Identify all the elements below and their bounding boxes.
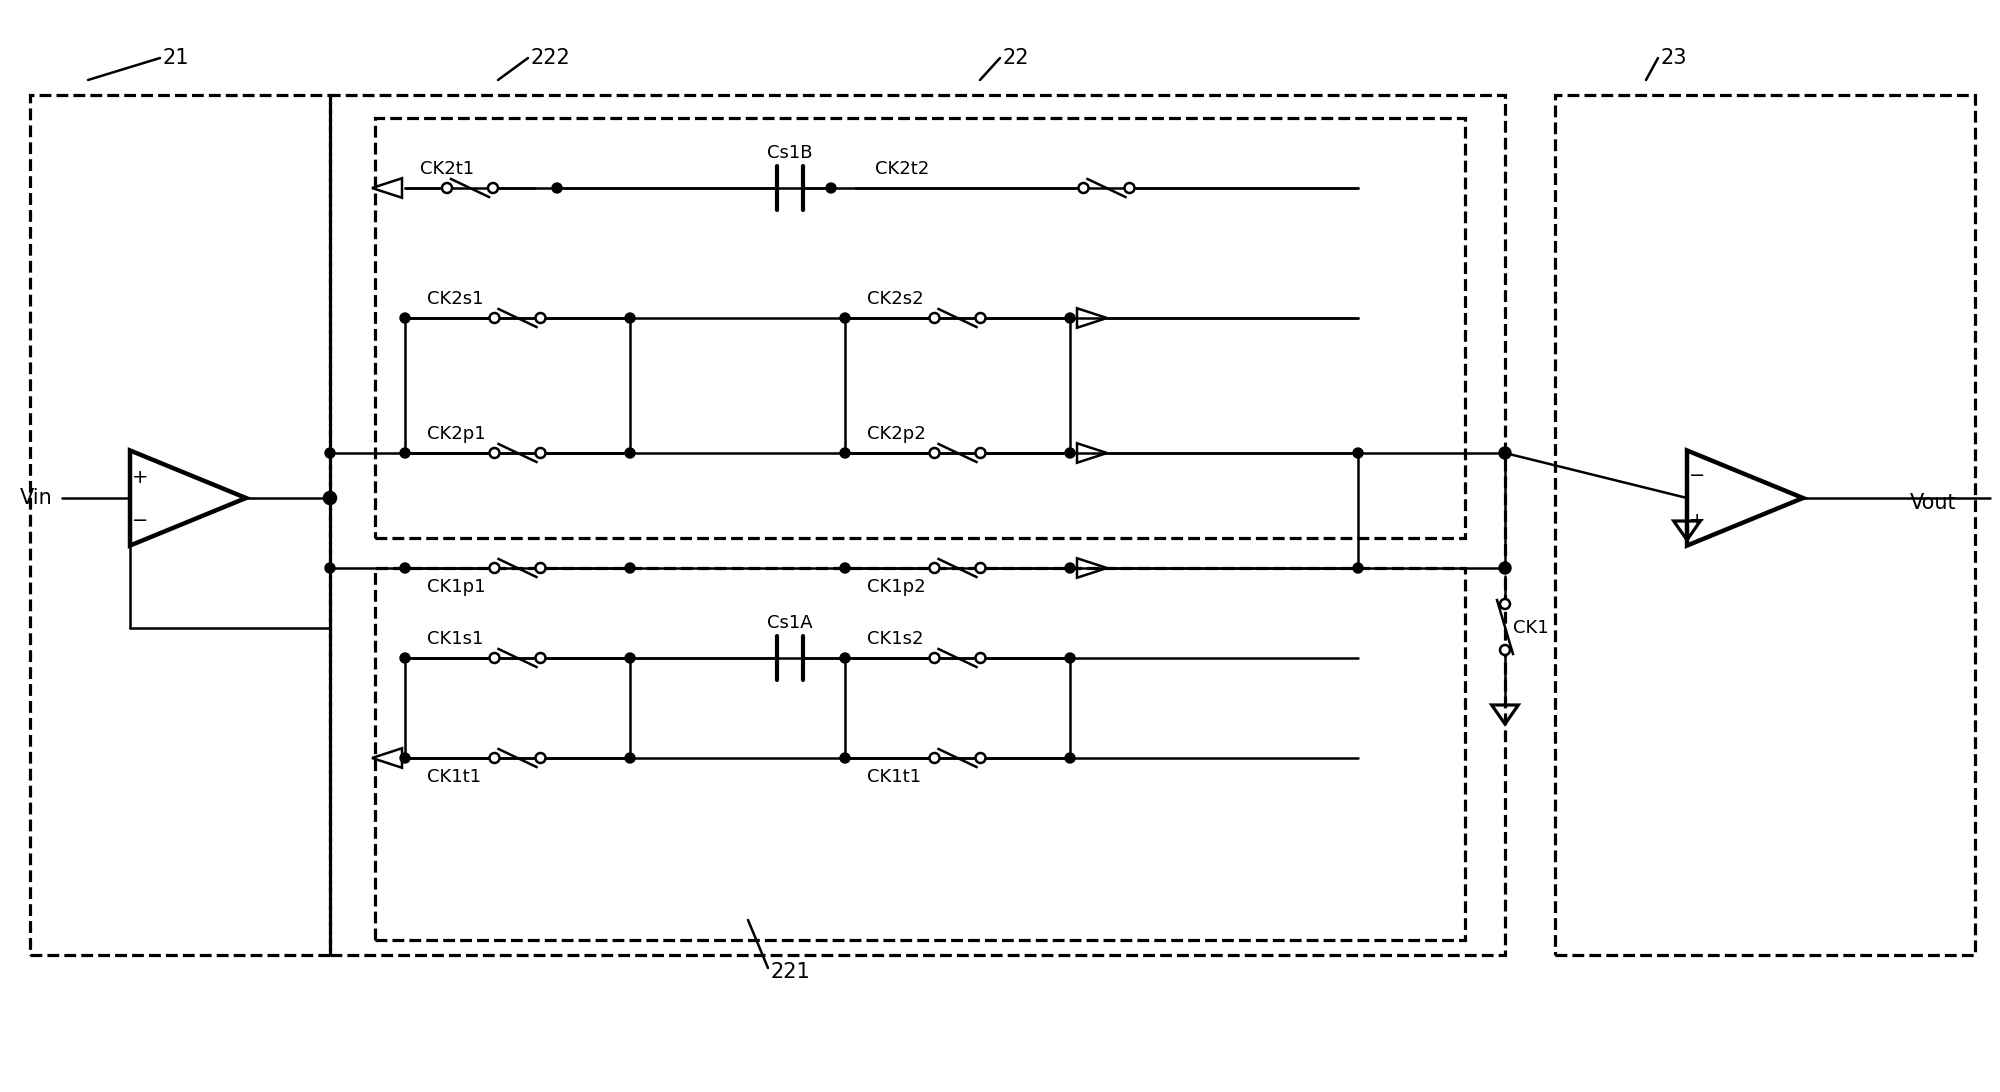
Circle shape	[490, 448, 500, 458]
Circle shape	[1064, 448, 1076, 458]
Circle shape	[1500, 562, 1512, 574]
Circle shape	[930, 563, 940, 573]
Circle shape	[624, 313, 636, 323]
Bar	[1556, 95, 1976, 956]
Circle shape	[488, 183, 498, 193]
Circle shape	[324, 492, 336, 505]
Circle shape	[624, 753, 636, 763]
Circle shape	[930, 653, 940, 663]
Text: −: −	[132, 511, 148, 530]
Circle shape	[536, 313, 546, 323]
Circle shape	[490, 753, 500, 763]
Circle shape	[976, 313, 986, 323]
Circle shape	[536, 563, 546, 573]
Text: CK2t1: CK2t1	[420, 161, 474, 178]
Circle shape	[976, 653, 986, 663]
Text: CK1: CK1	[1514, 619, 1548, 637]
Circle shape	[490, 653, 500, 663]
Circle shape	[552, 183, 562, 193]
Circle shape	[1064, 653, 1076, 663]
Circle shape	[442, 183, 452, 193]
Circle shape	[624, 448, 636, 458]
Bar	[330, 95, 1506, 956]
Circle shape	[1064, 313, 1076, 323]
Circle shape	[400, 448, 410, 458]
Text: CK1s1: CK1s1	[428, 630, 484, 648]
Circle shape	[976, 753, 986, 763]
Circle shape	[536, 448, 546, 458]
Text: CK1t1: CK1t1	[428, 768, 480, 786]
Circle shape	[400, 653, 410, 663]
Text: Vout: Vout	[1910, 492, 1956, 513]
Circle shape	[1352, 563, 1364, 573]
Text: 21: 21	[162, 48, 188, 68]
Circle shape	[930, 753, 940, 763]
Circle shape	[1064, 563, 1076, 573]
Circle shape	[324, 448, 336, 458]
Text: CK2p1: CK2p1	[428, 425, 486, 443]
Circle shape	[536, 753, 546, 763]
Circle shape	[1352, 448, 1364, 458]
Circle shape	[976, 448, 986, 458]
Circle shape	[840, 448, 850, 458]
Circle shape	[1064, 753, 1076, 763]
Bar	[376, 568, 1464, 940]
Text: CK1p2: CK1p2	[868, 578, 926, 596]
Bar	[404, 318, 630, 453]
Text: CK1p1: CK1p1	[428, 578, 486, 596]
Circle shape	[490, 563, 500, 573]
Text: CK2s2: CK2s2	[868, 290, 924, 308]
Circle shape	[536, 653, 546, 663]
Circle shape	[826, 183, 836, 193]
Text: Vin: Vin	[20, 488, 52, 508]
Text: 23: 23	[1660, 48, 1686, 68]
Circle shape	[840, 563, 850, 573]
Circle shape	[400, 313, 410, 323]
Circle shape	[1500, 645, 1510, 655]
Circle shape	[1124, 183, 1134, 193]
Circle shape	[930, 313, 940, 323]
Circle shape	[1500, 447, 1512, 459]
Circle shape	[624, 653, 636, 663]
Circle shape	[840, 313, 850, 323]
Text: CK2t2: CK2t2	[876, 161, 930, 178]
Text: 222: 222	[530, 48, 570, 68]
Circle shape	[490, 313, 500, 323]
Bar	[376, 118, 1464, 538]
Text: CK1s2: CK1s2	[868, 630, 924, 648]
Circle shape	[400, 753, 410, 763]
Text: 221: 221	[770, 962, 810, 982]
Circle shape	[324, 492, 336, 505]
Text: 22: 22	[1002, 48, 1028, 68]
Bar	[404, 658, 630, 758]
Text: CK2p2: CK2p2	[868, 425, 926, 443]
Circle shape	[624, 563, 636, 573]
Circle shape	[1078, 183, 1088, 193]
Circle shape	[1500, 600, 1510, 609]
Circle shape	[400, 563, 410, 573]
Text: −: −	[1688, 466, 1706, 486]
Circle shape	[840, 753, 850, 763]
Circle shape	[930, 448, 940, 458]
Text: +: +	[132, 468, 148, 487]
Text: CK2s1: CK2s1	[428, 290, 484, 308]
Bar	[844, 318, 1070, 453]
Text: +: +	[1688, 511, 1706, 530]
Circle shape	[324, 563, 336, 573]
Text: CK1t1: CK1t1	[868, 768, 920, 786]
Bar	[844, 658, 1070, 758]
Circle shape	[976, 563, 986, 573]
Bar	[30, 95, 330, 956]
Text: Cs1B: Cs1B	[768, 144, 812, 162]
Circle shape	[840, 653, 850, 663]
Text: Cs1A: Cs1A	[768, 614, 812, 632]
